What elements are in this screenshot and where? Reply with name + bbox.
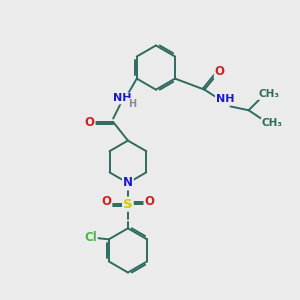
Text: CH₃: CH₃ xyxy=(262,118,283,128)
Text: O: O xyxy=(101,195,111,208)
Text: N: N xyxy=(123,176,133,190)
Text: S: S xyxy=(123,198,133,211)
Text: NH: NH xyxy=(113,94,131,103)
Text: Cl: Cl xyxy=(84,231,97,244)
Text: O: O xyxy=(215,65,225,79)
Text: CH₃: CH₃ xyxy=(259,89,280,99)
Text: O: O xyxy=(145,195,155,208)
Text: H: H xyxy=(128,99,136,109)
Text: O: O xyxy=(85,116,94,128)
Text: NH: NH xyxy=(216,94,234,104)
